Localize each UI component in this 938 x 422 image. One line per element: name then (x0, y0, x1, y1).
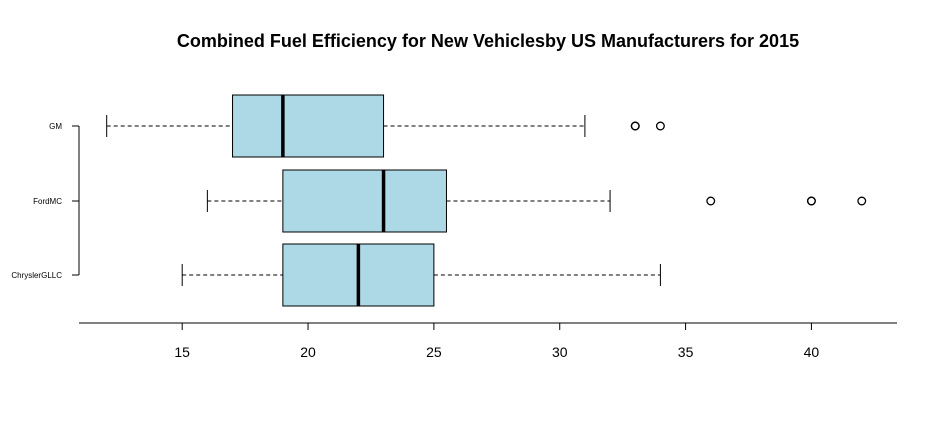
outlier-point (706, 196, 716, 206)
box-iqr (282, 169, 447, 233)
x-tick-label: 35 (678, 344, 694, 360)
x-tick-label: 20 (300, 344, 316, 360)
x-tick-label: 15 (174, 344, 190, 360)
x-tick-label: 25 (426, 344, 442, 360)
category-label: FordMC (33, 197, 62, 206)
chart-title: Combined Fuel Efficiency for New Vehicle… (177, 31, 799, 51)
x-tick-label: 30 (552, 344, 568, 360)
category-label: GM (49, 122, 62, 131)
box-iqr (232, 94, 385, 158)
outlier-point (630, 121, 640, 131)
x-tick-label: 40 (804, 344, 820, 360)
outlier-point (857, 196, 867, 206)
outlier-point (655, 121, 665, 131)
plot-area: 15 20 25 30 35 40 GM FordMC ChryslerGLLC (11, 94, 897, 360)
category-label: ChryslerGLLC (11, 271, 62, 280)
outlier-point (806, 196, 816, 206)
